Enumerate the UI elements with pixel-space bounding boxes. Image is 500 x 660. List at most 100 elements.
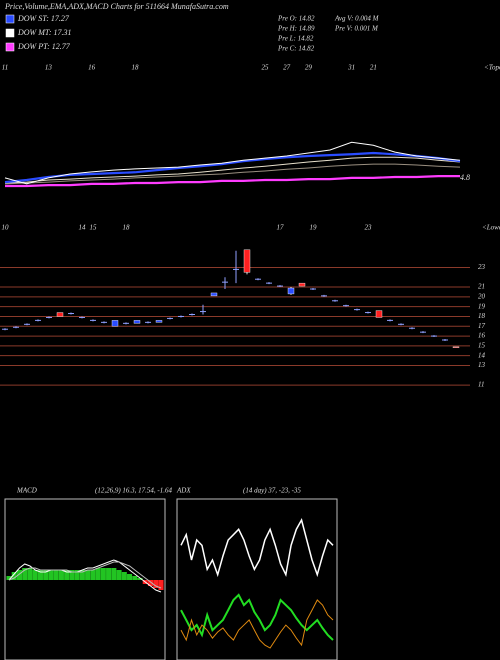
y-tick-label: 13 [478, 361, 486, 369]
histogram-bar [85, 570, 91, 580]
x-tick-label: 17 [277, 224, 285, 232]
x-tick-label: 13 [45, 64, 53, 72]
price-info: Pre L: 14.82 [277, 35, 314, 43]
legend-swatch [5, 28, 15, 38]
legend-label: DOW ST: 17.27 [17, 14, 70, 23]
y-tick-label: 21 [478, 283, 485, 291]
x-tick-label: 31 [347, 64, 355, 72]
panel-frame [176, 498, 338, 660]
x-tick-label: 18 [132, 64, 140, 72]
price-info: Avg V: 0.004 M [334, 15, 380, 23]
x-tick-label: 21 [370, 64, 377, 72]
x-tick-label: 11 [2, 64, 8, 72]
legend-swatch [5, 14, 15, 24]
price-info: Pre C: 14.82 [277, 45, 315, 53]
histogram-bar [79, 570, 85, 580]
y-tick-label: 14 [478, 351, 486, 359]
legend-label: DOW PT: 12.77 [17, 42, 71, 51]
price-info: Pre H: 14.89 [277, 25, 315, 33]
histogram-bar [158, 580, 164, 590]
candle-body [287, 287, 295, 295]
histogram-bar [11, 572, 17, 580]
histogram-bar [90, 570, 96, 580]
histogram-bar [32, 570, 38, 580]
price-info: Pre V: 0.001 M [334, 25, 379, 33]
histogram-bar [121, 572, 127, 580]
histogram-bar [74, 570, 80, 580]
candle-body [111, 320, 119, 327]
line-series [180, 518, 334, 578]
line-series [5, 175, 460, 188]
x-tick-label: 29 [305, 64, 313, 72]
histogram-bar [100, 568, 106, 580]
line-series [4, 163, 461, 185]
histogram-bar [132, 576, 138, 580]
x-tick-label: 16 [88, 64, 96, 72]
line-series [4, 141, 461, 185]
histogram-bar [111, 568, 117, 580]
y-tick-label: 15 [478, 341, 486, 349]
x-tick-label: 23 [365, 224, 373, 232]
line-series [4, 151, 461, 184]
histogram-bar [22, 568, 28, 580]
x-tick-label: 25 [262, 64, 270, 72]
y-tick-label: 17 [478, 322, 486, 330]
histogram-bar [116, 570, 122, 580]
price-info: Pre O: 14.82 [277, 15, 315, 23]
line-series [4, 156, 461, 184]
panel-frame [4, 498, 166, 660]
histogram-bar [16, 570, 23, 580]
candle-body [133, 320, 141, 324]
histogram-bar [95, 568, 101, 580]
histogram-bar [6, 576, 12, 580]
line-series [8, 561, 162, 589]
candle-body [210, 292, 218, 297]
candle-body [155, 320, 163, 323]
y-tick-label: 11 [478, 381, 484, 389]
legend-swatch [5, 42, 15, 52]
candle-body [56, 312, 64, 317]
x-tick-label: 10 [2, 224, 10, 232]
histogram-bar [106, 568, 112, 580]
axis-note: <Lower [482, 224, 500, 232]
histogram-bar [69, 570, 75, 580]
line-series [8, 559, 162, 593]
legend-label: DOW MT: 17.31 [17, 28, 72, 37]
panel-label: ADX [176, 487, 191, 495]
histogram-bar [147, 580, 154, 586]
histogram-bar [43, 570, 49, 580]
y-tick-label: 16 [478, 332, 486, 340]
y-tick-label: 18 [478, 312, 486, 320]
y-tick-label: 20 [478, 292, 486, 300]
x-tick-label: 15 [90, 224, 98, 232]
page-title: Price,Volume,EMA,ADX,MACD Charts for 511… [4, 2, 229, 11]
y-tick-label: 19 [478, 302, 486, 310]
panel-label: MACD [16, 487, 37, 495]
x-tick-label: 19 [310, 224, 318, 232]
line-series [180, 599, 334, 649]
candle-body [452, 346, 460, 348]
histogram-bar [137, 578, 143, 580]
x-tick-label: 27 [283, 64, 291, 72]
x-tick-label: 14 [79, 224, 87, 232]
histogram-bar [48, 570, 54, 580]
line-series [180, 593, 334, 641]
x-tick-label: 18 [123, 224, 131, 232]
right-label: 4.8 [460, 173, 470, 182]
histogram-bar [64, 570, 70, 580]
histogram-bar [37, 570, 43, 580]
y-tick-label: 23 [478, 263, 486, 271]
candle-body [375, 310, 383, 318]
histogram-bar [58, 570, 64, 580]
panel-params: (12,26,9) 16.3, 17.54, -1.64 [95, 487, 172, 495]
candle-body [298, 282, 306, 287]
histogram-bar [27, 568, 33, 580]
candle-body [243, 249, 251, 273]
axis-note: <Topo [484, 64, 500, 72]
histogram-bar [127, 574, 133, 580]
histogram-bar [53, 570, 59, 580]
histogram-bar [153, 580, 159, 588]
panel-params: (14 day) 37, -23, -35 [243, 487, 301, 495]
